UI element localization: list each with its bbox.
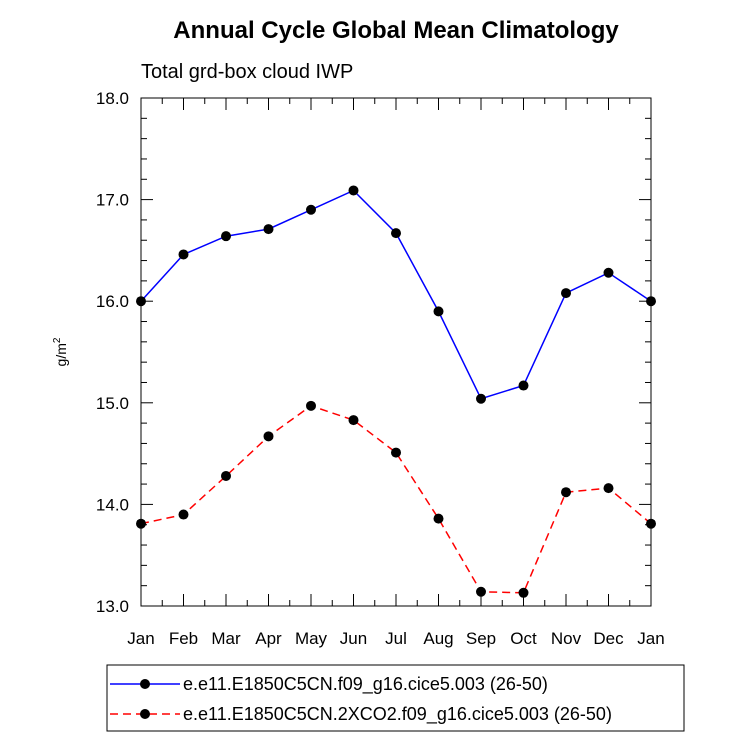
- x-tick-label: Oct: [510, 629, 537, 648]
- series-1-point: [603, 267, 614, 278]
- x-tick-label: Apr: [255, 629, 282, 648]
- series-2-point: [646, 518, 656, 529]
- x-tick-label: Dec: [593, 629, 624, 648]
- x-tick-label: Aug: [423, 629, 453, 648]
- series-2-point: [433, 513, 444, 524]
- y-tick-label: 15.0: [96, 394, 129, 413]
- x-tick-label: Jan: [637, 629, 664, 648]
- series-2-point: [476, 586, 486, 597]
- series-1-point: [306, 204, 316, 215]
- series-2-point: [263, 431, 274, 442]
- chart-subtitle: Total grd-box cloud IWP: [141, 61, 353, 83]
- series-2-point: [518, 587, 529, 598]
- x-tick-label: Jul: [385, 629, 407, 648]
- series-2-point: [136, 518, 146, 529]
- legend: e.e11.E1850C5CN.f09_g16.cice5.003 (26-50…: [106, 664, 685, 732]
- series-2-point: [178, 509, 189, 520]
- series-1-point: [178, 249, 189, 260]
- y-tick-label: 18.0: [96, 89, 129, 108]
- x-tick-label: Feb: [169, 629, 198, 648]
- series-2-line: [140, 404, 652, 594]
- series-2-point: [221, 470, 231, 481]
- y-tick-label: 14.0: [96, 495, 129, 514]
- series-1-point: [476, 393, 486, 404]
- x-tick-label: Sep: [466, 629, 496, 648]
- series-1-point: [136, 296, 146, 307]
- y-axis-label: g/m2: [52, 337, 69, 366]
- series-1-point: [561, 288, 571, 299]
- series-layer: [136, 185, 656, 598]
- series-2-point: [603, 483, 614, 494]
- x-tick-label: Nov: [551, 629, 582, 648]
- x-tick-label: Jun: [340, 629, 367, 648]
- series-1-point: [391, 228, 401, 239]
- axes: Jan Feb Mar Apr May Jun Jul Aug Sep Oct Nov Dec Jan 1…: [96, 89, 665, 648]
- series-2-point: [348, 415, 359, 426]
- y-tick-label: 13.0: [96, 597, 129, 616]
- series-2-point: [306, 400, 316, 411]
- y-tick-label: 16.0: [96, 292, 129, 311]
- legend-box: [106, 664, 685, 732]
- legend-label-1: e.e11.E1850C5CN.f09_g16.cice5.003 (26-50…: [183, 674, 548, 695]
- x-tick-label: Jan: [127, 629, 154, 648]
- series-1-point: [348, 185, 359, 196]
- series-1-point: [518, 380, 529, 391]
- legend-entries: e.e11.E1850C5CN.f09_g16.cice5.003 (26-50…: [110, 674, 612, 725]
- series-1-point: [263, 224, 274, 235]
- x-tick-label: May: [295, 629, 328, 648]
- series-1-point: [433, 306, 444, 317]
- series-1: [136, 185, 656, 404]
- chart-title: Annual Cycle Global Mean Climatology: [173, 17, 619, 44]
- series-1-point: [646, 296, 656, 307]
- series-2-point: [391, 447, 401, 458]
- legend-marker-2: [140, 709, 150, 719]
- y-axis-label-unit: g/m: [53, 343, 69, 366]
- plot-frame: [140, 97, 652, 607]
- series-2: [136, 400, 656, 598]
- y-axis-label-exponent: 2: [52, 337, 63, 343]
- legend-label-2: e.e11.E1850C5CN.2XCO2.f09_g16.cice5.003 …: [183, 704, 612, 725]
- series-1-line: [140, 189, 652, 400]
- x-tick-label: Mar: [211, 629, 241, 648]
- y-tick-label: 17.0: [96, 191, 129, 210]
- series-2-point: [561, 487, 571, 498]
- series-1-point: [221, 231, 231, 242]
- legend-marker-1: [140, 679, 150, 689]
